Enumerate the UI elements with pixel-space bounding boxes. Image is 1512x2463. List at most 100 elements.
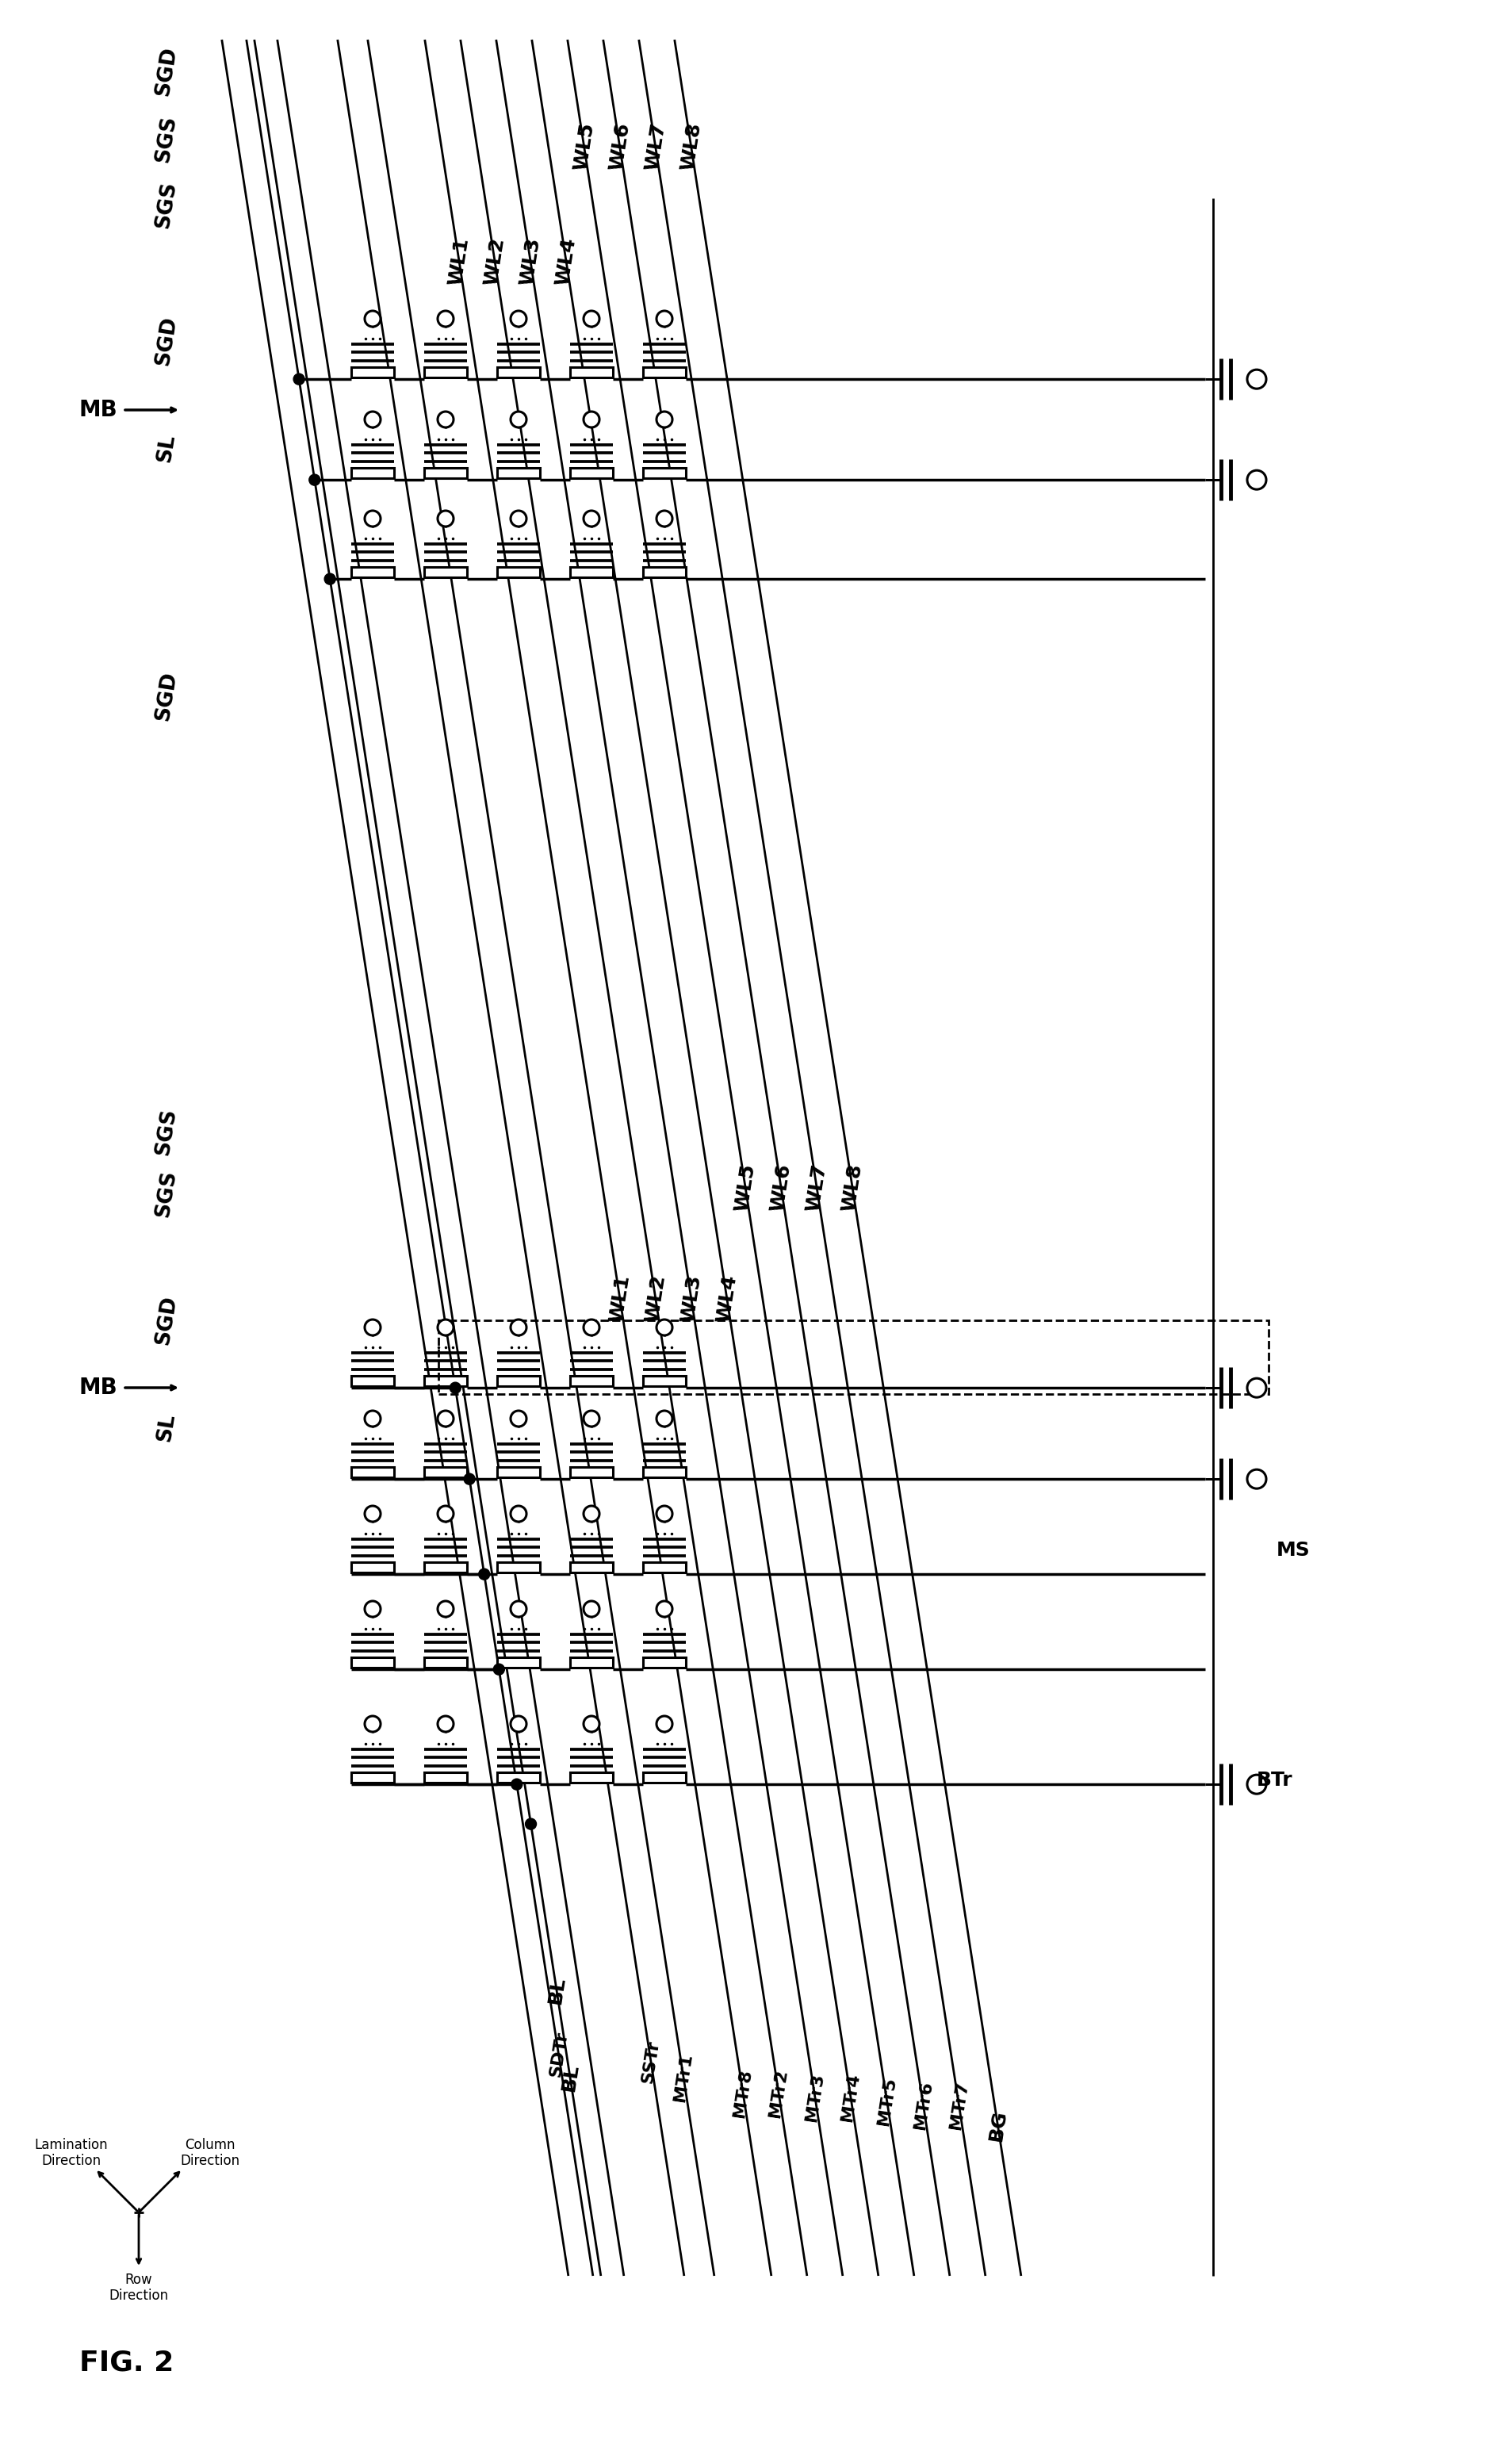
Circle shape: [464, 1473, 475, 1485]
Text: WL2: WL2: [643, 1273, 668, 1325]
Bar: [425, 1377, 467, 1387]
Text: SSTr: SSTr: [640, 2039, 662, 2084]
Text: WL6: WL6: [606, 121, 634, 172]
Text: WL4: WL4: [714, 1273, 739, 1325]
Bar: [643, 367, 685, 377]
Bar: [351, 367, 393, 377]
Text: WL4: WL4: [553, 236, 579, 288]
Bar: [497, 566, 540, 576]
Bar: [351, 1468, 393, 1478]
Text: WL3: WL3: [517, 236, 544, 288]
Text: SGS: SGS: [153, 1106, 180, 1158]
Bar: [497, 1377, 540, 1387]
Bar: [497, 1562, 540, 1571]
Bar: [351, 1562, 393, 1571]
Text: WL7: WL7: [804, 1163, 830, 1214]
Circle shape: [364, 1505, 381, 1522]
Bar: [351, 1377, 393, 1387]
Text: MTr7: MTr7: [948, 2081, 971, 2130]
Text: MTr6: MTr6: [912, 2081, 934, 2130]
Circle shape: [656, 1411, 673, 1426]
Text: Row
Direction: Row Direction: [109, 2273, 168, 2303]
Text: WL6: WL6: [768, 1163, 794, 1214]
Bar: [570, 1773, 612, 1783]
Bar: [643, 1377, 685, 1387]
Text: MTr2: MTr2: [767, 2069, 791, 2118]
Bar: [425, 1773, 467, 1783]
Text: Lamination
Direction: Lamination Direction: [35, 2138, 107, 2167]
Text: MTr1: MTr1: [671, 2052, 696, 2103]
Circle shape: [437, 411, 454, 429]
Text: WL5: WL5: [732, 1163, 759, 1214]
Circle shape: [584, 310, 599, 328]
Bar: [570, 1658, 612, 1667]
Bar: [570, 566, 612, 576]
Circle shape: [656, 1601, 673, 1616]
Text: SGS: SGS: [153, 180, 180, 229]
Text: SDTr: SDTr: [547, 2030, 570, 2079]
Text: MTr4: MTr4: [839, 2071, 862, 2123]
Circle shape: [364, 310, 381, 328]
Text: SGS: SGS: [153, 1167, 180, 1219]
Circle shape: [511, 310, 526, 328]
Circle shape: [437, 1601, 454, 1616]
Circle shape: [511, 1505, 526, 1522]
Text: SGD: SGD: [153, 315, 180, 367]
Bar: [497, 468, 540, 478]
Text: MB: MB: [79, 399, 118, 421]
Text: WL8: WL8: [677, 121, 705, 172]
Circle shape: [511, 1778, 522, 1791]
Text: MTr5: MTr5: [875, 2076, 898, 2126]
Text: MB: MB: [79, 1377, 118, 1399]
Bar: [425, 1658, 467, 1667]
Circle shape: [511, 411, 526, 429]
Bar: [425, 1562, 467, 1571]
Circle shape: [364, 1411, 381, 1426]
Bar: [643, 1468, 685, 1478]
Circle shape: [656, 411, 673, 429]
Bar: [351, 468, 393, 478]
Bar: [497, 1773, 540, 1783]
Circle shape: [437, 1717, 454, 1731]
Circle shape: [437, 1320, 454, 1335]
Circle shape: [1247, 1470, 1266, 1488]
Circle shape: [479, 1569, 490, 1579]
Circle shape: [511, 510, 526, 527]
Circle shape: [437, 510, 454, 527]
Circle shape: [511, 1717, 526, 1731]
Circle shape: [584, 1601, 599, 1616]
Circle shape: [656, 1505, 673, 1522]
Text: BG: BG: [986, 2108, 1010, 2143]
Bar: [643, 1658, 685, 1667]
Circle shape: [325, 574, 336, 584]
Bar: [570, 1562, 612, 1571]
Bar: [425, 566, 467, 576]
Bar: [351, 1658, 393, 1667]
Circle shape: [293, 374, 304, 384]
Circle shape: [511, 1320, 526, 1335]
Circle shape: [1247, 1776, 1266, 1793]
Circle shape: [511, 1411, 526, 1426]
Bar: [497, 367, 540, 377]
Circle shape: [364, 1601, 381, 1616]
Text: WL1: WL1: [606, 1273, 634, 1325]
Circle shape: [437, 1505, 454, 1522]
Circle shape: [1247, 1379, 1266, 1397]
Bar: [438, 1320, 1269, 1394]
Text: FIG. 2: FIG. 2: [79, 2350, 174, 2377]
Text: BL: BL: [546, 1975, 569, 2005]
Bar: [570, 367, 612, 377]
Circle shape: [584, 411, 599, 429]
Circle shape: [364, 1717, 381, 1731]
Text: Column
Direction: Column Direction: [180, 2138, 240, 2167]
Text: SGD: SGD: [153, 1293, 180, 1347]
Circle shape: [1247, 369, 1266, 389]
Circle shape: [308, 475, 321, 485]
Circle shape: [511, 1601, 526, 1616]
Text: BL: BL: [558, 2062, 582, 2094]
Text: SGS: SGS: [153, 113, 180, 163]
Bar: [351, 1773, 393, 1783]
Text: WL3: WL3: [679, 1273, 705, 1325]
Text: SL: SL: [154, 433, 178, 463]
Bar: [425, 1468, 467, 1478]
